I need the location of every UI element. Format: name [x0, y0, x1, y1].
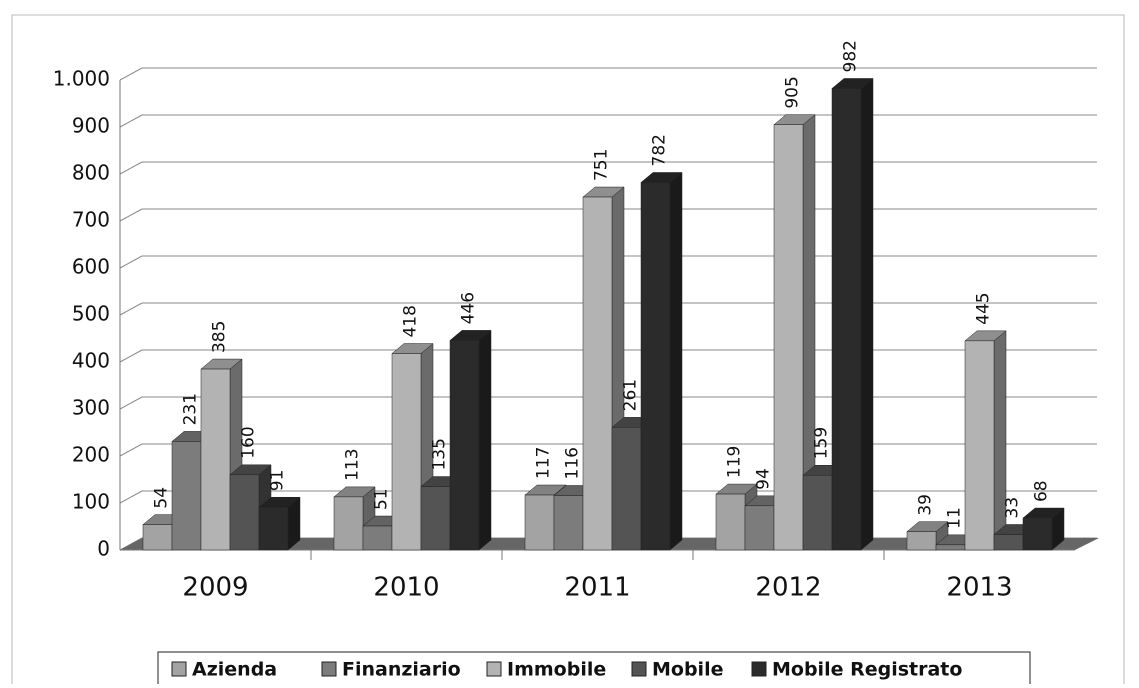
bar [773, 124, 804, 551]
bar [391, 353, 422, 551]
value-label: 231 [181, 393, 201, 425]
value-label: 782 [650, 134, 670, 166]
bar [449, 340, 480, 551]
value-label: 39 [916, 494, 936, 516]
y-tick-label: 200 [72, 443, 110, 467]
legend-label: Mobile [652, 659, 723, 681]
legend: Azienda Finanziario Immobile Mobile Mobile R… [157, 651, 1031, 687]
y-tick-label: 300 [72, 396, 110, 420]
x-tick-label: 2010 [373, 573, 439, 603]
bar [744, 505, 775, 551]
y-tick-label: 700 [72, 208, 110, 232]
y-tick-label: 400 [72, 349, 110, 373]
grid-line [119, 161, 143, 175]
y-tick-label: 1.000 [53, 67, 110, 91]
value-label: 91 [268, 470, 288, 492]
bar [640, 182, 671, 551]
legend-swatch [751, 661, 767, 677]
bar [715, 493, 746, 551]
grid-line [119, 67, 143, 81]
y-tick-label: 600 [72, 255, 110, 279]
value-label: 160 [239, 426, 259, 458]
bar [964, 340, 995, 551]
value-label: 159 [812, 427, 832, 459]
value-label: 135 [430, 438, 450, 470]
value-label: 94 [754, 468, 774, 490]
value-label: 116 [563, 447, 583, 479]
grid-line [119, 349, 143, 363]
legend-label: Mobile Registrato [772, 659, 962, 681]
value-label: 113 [343, 448, 363, 480]
y-tick-label: 100 [72, 490, 110, 514]
bar [362, 525, 393, 551]
value-label: 982 [841, 40, 861, 72]
bar [935, 544, 966, 551]
bar [333, 496, 364, 551]
bar [802, 475, 833, 551]
bar [611, 427, 642, 551]
x-tick-label: 2011 [564, 573, 630, 603]
bar [906, 531, 937, 551]
y-tick-label: 900 [72, 114, 110, 138]
bar [229, 474, 260, 551]
value-label: 33 [1003, 497, 1023, 519]
bar [420, 486, 451, 551]
grid-line [119, 302, 143, 316]
legend-label: Azienda [192, 659, 277, 681]
y-tick-label: 800 [72, 161, 110, 185]
value-label: 418 [401, 305, 421, 337]
y-tick-label: 500 [72, 302, 110, 326]
legend-box [157, 651, 1031, 687]
grid-line [119, 114, 143, 128]
grid-line [119, 208, 143, 222]
bar-side [669, 171, 683, 551]
bar [993, 534, 1024, 551]
value-label: 385 [210, 321, 230, 353]
bar [582, 196, 613, 551]
grid-line [119, 255, 143, 269]
x-tick-label: 2009 [182, 573, 248, 603]
bar [831, 88, 862, 551]
bar-side [860, 77, 874, 551]
grid-line [119, 490, 143, 504]
value-label: 117 [534, 447, 554, 479]
x-tick-label: 2013 [946, 573, 1012, 603]
legend-swatch [171, 661, 187, 677]
value-label: 11 [945, 507, 965, 529]
bar-side [478, 329, 492, 551]
legend-swatch [631, 661, 647, 677]
grid-line [119, 396, 143, 410]
legend-swatch [486, 661, 502, 677]
bar [258, 506, 289, 551]
bar [553, 495, 584, 551]
chart-border [11, 14, 1125, 688]
value-label: 751 [592, 149, 612, 181]
value-label: 261 [621, 379, 641, 411]
bar [171, 441, 202, 551]
value-label: 119 [725, 446, 745, 478]
bar [200, 368, 231, 551]
value-label: 51 [372, 488, 392, 510]
bar [1022, 517, 1053, 551]
legend-label: Finanziario [342, 659, 461, 681]
bar [524, 494, 555, 551]
bar [142, 524, 173, 551]
legend-swatch [321, 661, 337, 677]
value-label: 905 [783, 76, 803, 108]
grid-line [119, 443, 143, 457]
value-label: 68 [1032, 480, 1052, 502]
value-label: 445 [974, 292, 994, 324]
value-label: 54 [152, 487, 172, 509]
value-label: 446 [459, 292, 479, 324]
legend-label: Immobile [507, 659, 606, 681]
x-tick-label: 2012 [755, 573, 821, 603]
y-tick-label: 0 [97, 537, 110, 561]
